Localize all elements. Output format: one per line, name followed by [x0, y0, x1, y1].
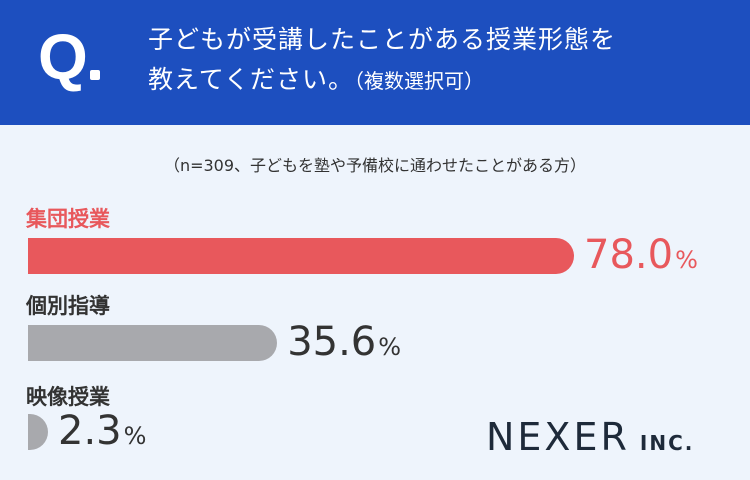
q-dot [90, 70, 100, 80]
question-line-1: 子どもが受講したことがある授業形態を [148, 25, 617, 54]
value-label: 2.3% [58, 411, 146, 451]
question-note: （複数選択可） [354, 69, 485, 93]
value-unit: % [378, 333, 402, 361]
nexer-logo: NEXER INC. [486, 415, 694, 459]
logo-main: NEXER [486, 415, 630, 459]
category-label: 映像授業 [26, 385, 110, 409]
question-header: Q 子どもが受講したことがある授業形態を 教えてください。（複数選択可） [0, 0, 750, 125]
value-number: 35.6 [287, 319, 377, 365]
logo-suffix: INC. [639, 431, 695, 455]
bar [28, 238, 574, 274]
value-number: 78.0 [584, 232, 674, 278]
question-text: 子どもが受講したことがある授業形態を 教えてください。（複数選択可） [148, 20, 728, 101]
q-mark: Q [38, 21, 88, 93]
category-label: 個別指導 [26, 294, 110, 318]
value-unit: % [675, 246, 698, 274]
category-label: 集団授業 [26, 207, 110, 231]
question-line-2: 教えてください。 [148, 65, 355, 94]
sample-note: （n=309、子どもを塾や予備校に通わせたことがある方） [163, 156, 587, 175]
value-number: 2.3 [58, 408, 122, 454]
bar [28, 325, 278, 361]
value-label: 78.0% [584, 235, 698, 275]
value-unit: % [123, 422, 147, 450]
bar [28, 414, 48, 450]
value-label: 35.6% [287, 322, 401, 362]
